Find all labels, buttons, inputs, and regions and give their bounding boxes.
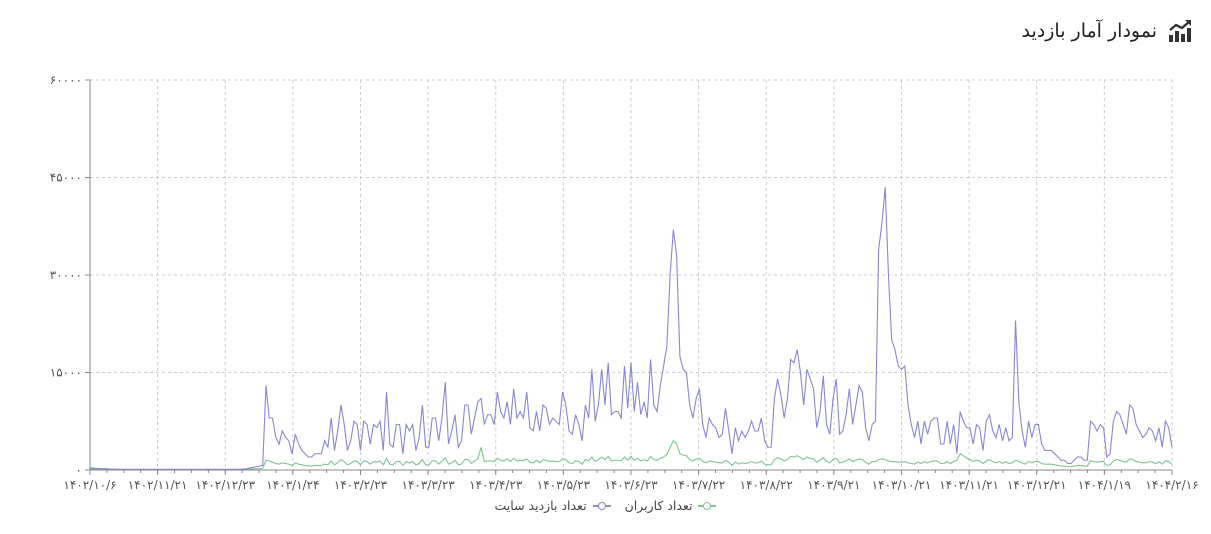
legend-item-site-visits[interactable]: تعداد بازدید سایت (495, 498, 611, 513)
chart-title: نمودار آمار بازدید (1021, 20, 1157, 42)
series-line-site-visits (90, 187, 1173, 470)
y-tick-label: ۱۵۰۰۰ (50, 366, 82, 380)
x-tick-label: ۱۴۰۳/۴/۲۳ (469, 478, 523, 492)
series-layer (90, 187, 1173, 471)
y-tick-label: ۳۰۰۰۰ (50, 268, 82, 282)
chart-header: نمودار آمار بازدید (1022, 18, 1193, 44)
x-tick-label: ۱۴۰۲/۱۱/۲۱ (128, 478, 188, 492)
y-tick-label: ۴۵۰۰۰ (50, 171, 82, 185)
grid-lines (90, 79, 1173, 470)
x-tick-label: ۱۴۰۳/۸/۲۲ (740, 478, 793, 492)
x-tick-label: ۱۴۰۴/۲/۱۶ (1145, 478, 1198, 492)
series-line-users (90, 439, 1173, 471)
x-tick-label: ۱۴۰۳/۱۰/۲۱ (872, 478, 932, 492)
y-tick-label: ۶۰۰۰۰ (50, 73, 82, 87)
axes: ۰ ۱۵۰۰۰ ۳۰۰۰۰ ۴۵۰۰۰ ۶۰۰۰۰ ۱۴۰۲/۱۰/۶ ۱۴۰۲/۱۱/۲۱… (50, 73, 1199, 492)
x-tick-label: ۱۴۰۳/۲/۲۳ (334, 478, 388, 492)
legend-item-users[interactable]: تعداد کاربران (625, 498, 717, 513)
x-tick-label: ۱۴۰۳/۱/۲۴ (266, 478, 319, 492)
x-tick-label: ۱۴۰۳/۳/۲۳ (402, 478, 456, 492)
legend-swatch-users (698, 501, 717, 511)
x-tick-label: ۱۴۰۲/۱۲/۲۳ (195, 478, 255, 492)
x-tick-label: ۱۴۰۳/۱۱/۲۱ (939, 478, 999, 492)
legend-swatch-site-visits (592, 501, 611, 511)
x-tick-label: ۱۴۰۳/۵/۲۳ (537, 478, 591, 492)
y-tick-label: ۰ (76, 463, 82, 477)
x-tick-label: ۱۴۰۴/۱/۱۹ (1078, 478, 1131, 492)
x-tick-label: ۱۴۰۳/۶/۲۳ (604, 478, 658, 492)
legend-label-site-visits: تعداد بازدید سایت (494, 498, 587, 513)
x-tick-label: ۱۴۰۳/۱۲/۲۱ (1007, 478, 1067, 492)
x-tick-label: ۱۴۰۳/۹/۲۱ (807, 478, 860, 492)
x-tick-label: ۱۴۰۲/۱۰/۶ (63, 478, 116, 492)
x-tick-label: ۱۴۰۳/۷/۲۲ (672, 478, 725, 492)
trending-chart-icon (1169, 20, 1191, 42)
legend-label-users: تعداد کاربران (624, 498, 693, 513)
legend: تعداد کاربران تعداد بازدید سایت (0, 498, 1211, 513)
